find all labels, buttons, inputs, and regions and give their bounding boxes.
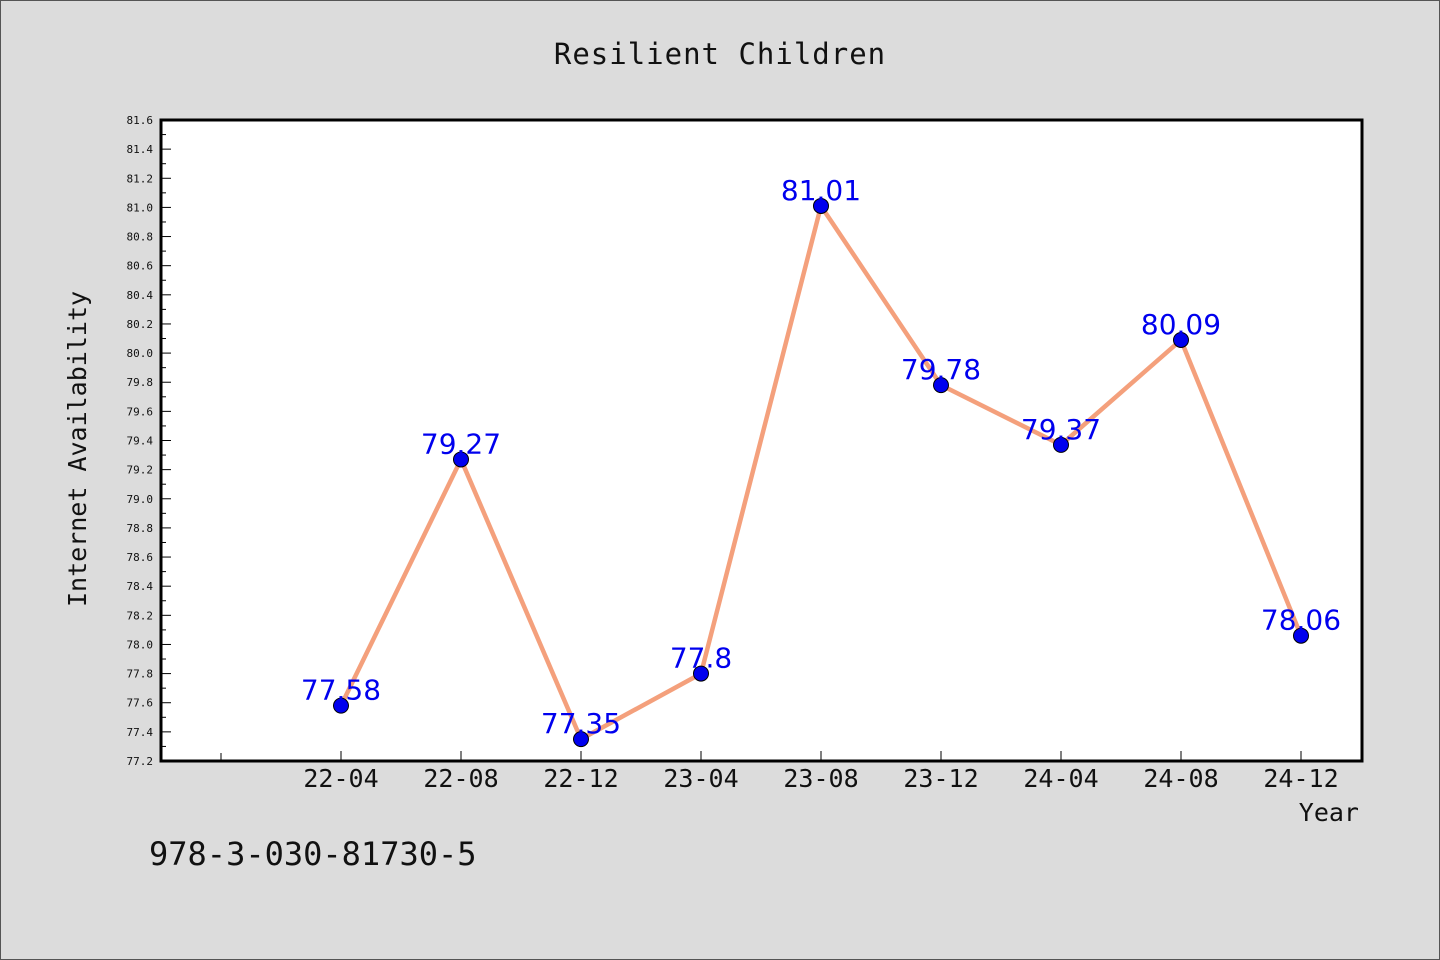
data-point (573, 731, 589, 748)
x-tick-label: 23-04 (663, 764, 738, 793)
data-label: 80.09 (1141, 308, 1221, 341)
data-point (333, 697, 349, 714)
data-point (813, 197, 829, 214)
y-tick-label: 80.2 (127, 318, 154, 331)
y-tick-label: 79.8 (127, 376, 154, 389)
y-tick-label: 80.8 (127, 231, 154, 244)
chart-title: Resilient Children (554, 37, 886, 71)
data-point (693, 665, 709, 682)
data-point (1173, 331, 1189, 348)
y-tick-label: 80.4 (127, 289, 154, 302)
data-label: 77.35 (541, 707, 621, 740)
y-tick-label: 78.2 (127, 609, 154, 622)
data-point (453, 451, 469, 468)
x-tick-label: 23-12 (903, 764, 978, 793)
y-tick-label: 78.4 (127, 580, 154, 593)
data-label: 81.01 (781, 174, 861, 207)
y-tick-label: 81.6 (127, 114, 154, 127)
y-tick-label: 79.0 (127, 493, 154, 506)
y-tick-label: 79.4 (127, 435, 154, 448)
y-tick-label: 80.0 (127, 347, 154, 360)
y-tick-label: 77.2 (127, 755, 154, 768)
y-tick-label: 78.0 (127, 638, 154, 651)
y-tick-label: 77.8 (127, 668, 154, 681)
y-tick-label: 79.2 (127, 464, 154, 477)
x-tick-label: 22-04 (303, 764, 378, 793)
series-group: 77.58 79.27 77.35 77.8 81.01 79.78 79.37 80.09 7… (301, 174, 1341, 748)
y-tick-label: 78.6 (127, 551, 154, 564)
data-label: 77.8 (670, 642, 732, 675)
y-tick-label: 78.8 (127, 522, 154, 535)
y-tick-label: 77.4 (127, 726, 154, 739)
data-label: 79.27 (421, 427, 501, 460)
y-tick-label: 81.4 (127, 143, 154, 156)
data-label: 78.06 (1261, 604, 1341, 637)
x-tick-label: 22-12 (543, 764, 618, 793)
y-axis: 77.2 77.4 77.6 77.8 78.0 78.2 78.4 78.6 78.8 79.0… (127, 114, 171, 768)
data-label: 79.78 (901, 353, 981, 386)
footer-text: 978-3-030-81730-5 (149, 835, 477, 873)
x-tick-label: 24-04 (1023, 764, 1098, 793)
x-axis-title: Year (1299, 798, 1359, 827)
data-point (1293, 627, 1309, 644)
y-tick-label: 77.6 (127, 697, 154, 710)
x-tick-label: 24-12 (1263, 764, 1338, 793)
y-tick-label: 79.6 (127, 405, 154, 418)
y-tick-label: 81.0 (127, 201, 154, 214)
y-axis-title: Internet Availability (63, 291, 92, 607)
data-label: 79.37 (1021, 413, 1101, 446)
data-label: 77.58 (301, 674, 381, 707)
x-axis: 22-04 22-08 22-12 23-04 23-08 23-12 24-04 24-08… (220, 751, 1339, 793)
x-tick-label: 23-08 (783, 764, 858, 793)
y-tick-label: 81.2 (127, 172, 154, 185)
data-point (1053, 436, 1069, 453)
y-tick-label: 80.6 (127, 260, 154, 273)
x-tick-label: 22-08 (423, 764, 498, 793)
x-tick-label: 24-08 (1143, 764, 1218, 793)
data-point (933, 377, 949, 394)
